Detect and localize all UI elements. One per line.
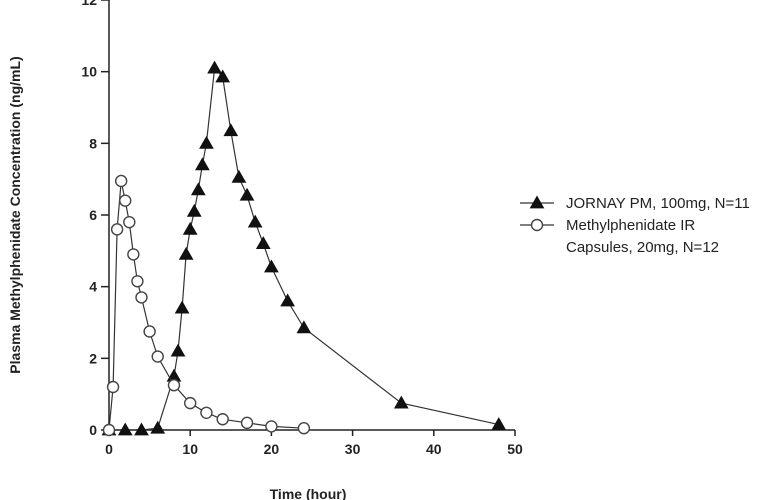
- series-1-point: [207, 60, 222, 74]
- series-2-point: [123, 215, 136, 229]
- series-1-point: [223, 123, 239, 137]
- series-2-point: [119, 194, 132, 207]
- y-tick-label: 6: [89, 207, 97, 223]
- legend-label-1: JORNAY PM, 100mg, N=11: [566, 195, 750, 212]
- series-layer: [101, 60, 507, 437]
- series-1: [101, 60, 507, 436]
- series-1-point: [264, 259, 279, 273]
- series-2-point: [102, 423, 116, 437]
- series-1-point: [117, 422, 133, 436]
- series-2-point: [216, 413, 229, 426]
- series-1-point: [186, 203, 202, 217]
- series-1-point: [178, 246, 194, 260]
- series-2-point: [240, 416, 254, 430]
- series-1-point: [393, 395, 409, 409]
- series-2-point: [167, 379, 181, 392]
- series-1-point: [150, 420, 166, 434]
- legend-label-2: Methylphenidate IR: [566, 217, 695, 234]
- series-1-point: [280, 293, 296, 307]
- series-1-point: [255, 236, 271, 250]
- series-1-point: [199, 135, 214, 149]
- series-2-point: [200, 406, 213, 419]
- series-2-point: [265, 420, 278, 433]
- legend: JORNAY PM, 100mg, N=11 Methylphenidate IR…: [520, 195, 750, 256]
- legend-label-2: Capsules, 20mg, N=12: [566, 239, 719, 256]
- series-1-point: [296, 320, 312, 334]
- series-1-point: [239, 187, 255, 201]
- x-tick-label: 40: [426, 441, 442, 457]
- series-2-point: [135, 291, 148, 304]
- series-1-point: [491, 417, 507, 430]
- y-tick-label: 2: [89, 350, 97, 366]
- y-axis-ticks: 0 2 4 6 8 10 12: [81, 0, 109, 438]
- series-2-point: [114, 174, 128, 188]
- series-2-point: [151, 350, 164, 363]
- y-tick-label: 8: [89, 135, 97, 151]
- series-2-point: [106, 380, 120, 394]
- series-1-point: [215, 69, 231, 83]
- x-axis-title: Time (hour): [270, 486, 347, 500]
- series-2-point: [183, 396, 197, 410]
- y-tick-label: 4: [89, 279, 97, 295]
- legend-marker-2: [530, 218, 544, 232]
- series-2-line: [108, 180, 304, 431]
- legend-marker-1: [529, 195, 545, 209]
- series-1-point: [231, 169, 247, 183]
- x-tick-label: 10: [182, 441, 198, 457]
- series-2-point: [127, 248, 140, 261]
- x-tick-label: 20: [264, 441, 280, 457]
- series-1-point: [195, 157, 210, 171]
- series-1-point: [170, 343, 186, 357]
- series-2-point: [143, 325, 156, 338]
- x-tick-label: 50: [507, 441, 523, 457]
- series-2-point: [110, 223, 124, 236]
- x-axis-ticks: 0 10 20 30 40 50: [105, 430, 523, 457]
- y-tick-label: 0: [89, 422, 97, 438]
- series-2: [102, 174, 311, 437]
- series-2-point: [131, 275, 144, 288]
- series-1-point: [247, 214, 263, 228]
- series-2-point: [297, 422, 311, 435]
- axes: [108, 0, 515, 431]
- y-axis-title: Plasma Methylphenidate Concentration (ng…: [7, 56, 23, 373]
- series-1-point: [174, 300, 190, 314]
- x-tick-label: 30: [345, 441, 361, 457]
- y-tick-label: 12: [81, 0, 97, 8]
- x-tick-label: 0: [105, 441, 113, 457]
- y-tick-label: 10: [81, 64, 97, 80]
- series-1-point: [182, 221, 198, 235]
- series-1-line: [109, 66, 499, 431]
- series-1-point: [190, 182, 206, 196]
- series-1-point: [134, 422, 149, 436]
